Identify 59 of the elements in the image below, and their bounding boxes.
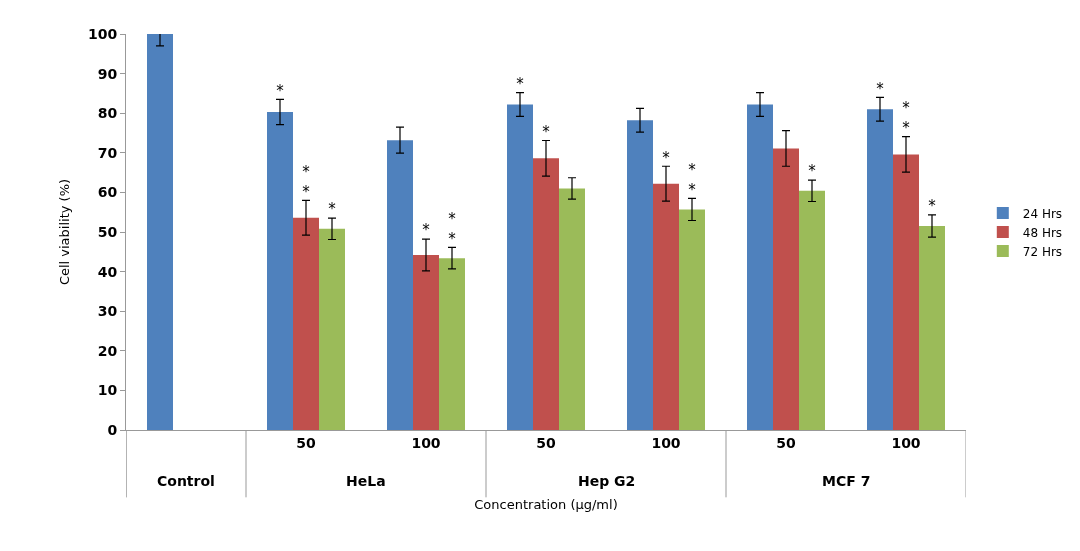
text: Hep G2 xyxy=(578,473,636,489)
bar xyxy=(679,209,705,430)
bar xyxy=(627,120,653,430)
y-tick-label: 80 xyxy=(97,105,118,122)
text: Control xyxy=(157,473,215,489)
x-tick-label: 100 xyxy=(651,434,681,451)
text: * xyxy=(902,118,910,137)
bar xyxy=(147,34,173,430)
y-tick-label: 20 xyxy=(97,342,118,359)
y-tick-label: 50 xyxy=(97,223,118,240)
text: MCF 7 xyxy=(822,473,871,489)
bar xyxy=(747,104,773,430)
bar xyxy=(893,154,919,430)
data-label: * * xyxy=(688,161,697,199)
bar xyxy=(387,140,413,430)
bar xyxy=(439,258,465,430)
y-tick-label: 70 xyxy=(97,144,118,161)
legend-label: 24 Hrs xyxy=(1022,206,1063,221)
y-tick-label: 0 xyxy=(107,421,118,438)
bar xyxy=(773,148,799,430)
bar xyxy=(653,183,679,430)
data-label: * xyxy=(422,221,431,240)
bar xyxy=(533,158,559,430)
text: HeLa xyxy=(346,473,386,489)
x-tick-label: 100 xyxy=(411,434,441,451)
bar xyxy=(919,226,945,430)
data-label: ** xyxy=(302,163,311,201)
data-label: * xyxy=(928,197,937,216)
legend-label: 72 Hrs xyxy=(1022,244,1063,259)
x-axis-title: Concentration (µg/ml) xyxy=(474,497,618,513)
y-tick-label: 100 xyxy=(87,25,118,42)
y-tick-label: 40 xyxy=(97,263,118,280)
y-axis-title: Cell viability (%) xyxy=(56,178,72,286)
y-tick-label: 10 xyxy=(97,382,118,399)
data-label: * xyxy=(276,81,285,100)
data-label: * xyxy=(516,74,525,93)
x-tick-label: 50 xyxy=(296,434,316,451)
y-tick-label: 60 xyxy=(97,184,118,201)
bar xyxy=(559,188,585,430)
bar xyxy=(413,254,439,430)
data-label: * xyxy=(542,122,551,141)
data-label: * xyxy=(328,200,337,219)
x-tick-label: 50 xyxy=(536,434,556,451)
y-tick-label: 90 xyxy=(97,65,118,82)
x-tick-label: 100 xyxy=(891,434,921,451)
text: * xyxy=(876,79,884,98)
bar xyxy=(267,112,293,430)
bar xyxy=(507,104,533,430)
data-label: ** xyxy=(448,210,457,248)
bar xyxy=(867,109,893,430)
legend-label: 48 Hrs xyxy=(1022,225,1063,240)
data-label: * xyxy=(662,148,671,167)
bar xyxy=(319,228,345,430)
data-label: * xyxy=(808,162,817,181)
bar xyxy=(799,190,825,430)
y-tick-label: 30 xyxy=(97,303,118,320)
bar xyxy=(293,217,319,430)
x-tick-label: 50 xyxy=(776,434,796,451)
data-label: * xyxy=(902,99,911,118)
